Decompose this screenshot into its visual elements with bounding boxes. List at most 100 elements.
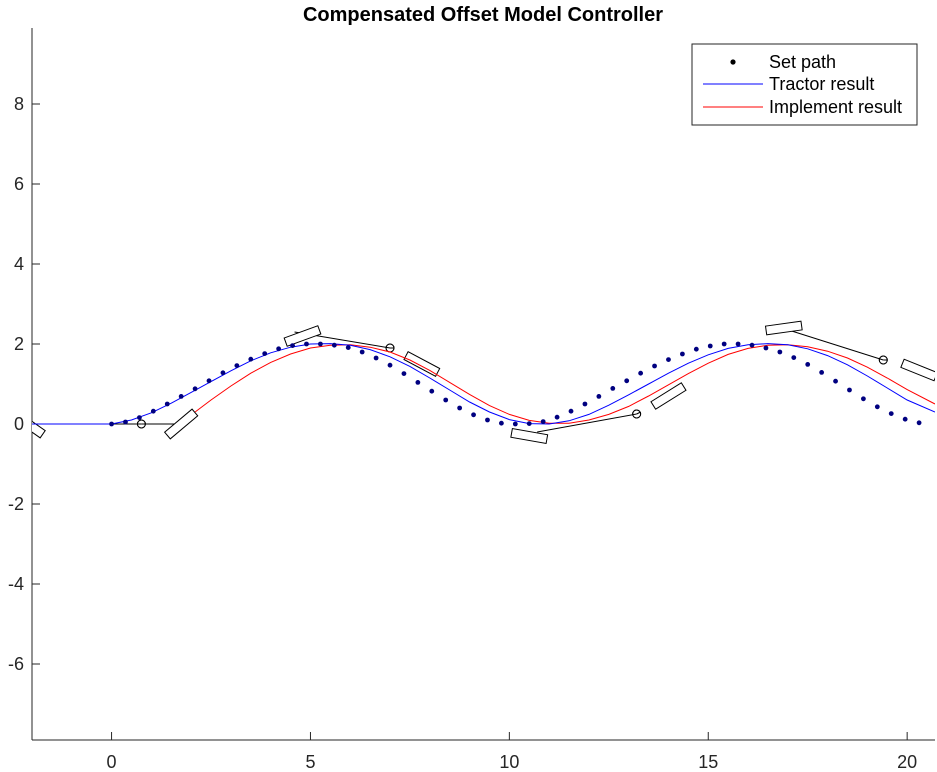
data-point-set-path (721, 341, 727, 347)
data-point-set-path (331, 342, 337, 348)
data-point-set-path (874, 404, 880, 410)
implement-body (764, 320, 803, 336)
x-tick-label: 20 (897, 752, 917, 772)
legend: Set path Tractor result Implement result (691, 43, 918, 126)
x-tick-label: 5 (305, 752, 315, 772)
data-point-set-path (248, 356, 254, 362)
series-line-implement-result (194, 344, 935, 424)
data-point-set-path (318, 341, 323, 347)
data-point-set-path (471, 412, 476, 418)
data-point-set-path (554, 414, 560, 420)
data-point-set-path (164, 401, 170, 407)
data-point-set-path (763, 345, 769, 351)
hitch-line (775, 325, 884, 361)
data-point-set-path (178, 394, 184, 399)
legend-label-set-path: Set path (769, 52, 836, 72)
data-point-set-path (276, 346, 282, 352)
data-point-set-path (610, 386, 616, 391)
data-point-set-path (304, 341, 309, 347)
data-point-set-path (652, 363, 657, 369)
series-line-tractor-result (32, 343, 935, 425)
data-point-set-path (693, 346, 699, 352)
hitch-line (537, 413, 637, 433)
data-point-set-path (109, 421, 114, 427)
data-point-set-path (679, 351, 685, 357)
y-tick-label: -4 (8, 574, 24, 594)
series-layer (32, 341, 935, 427)
data-point-set-path (262, 351, 268, 356)
legend-marker-set-path (730, 59, 736, 65)
y-ticks: -6 -4 -2 0 2 4 6 8 (8, 94, 40, 674)
data-point-set-path (234, 363, 240, 368)
data-point-set-path (735, 341, 741, 347)
data-point-set-path (860, 396, 866, 402)
data-point-set-path (137, 415, 142, 420)
data-point-set-path (749, 342, 755, 348)
y-tick-label: 8 (14, 94, 24, 114)
y-tick-label: 6 (14, 174, 24, 194)
y-tick-label: -6 (8, 654, 24, 674)
hitch-marker (632, 409, 642, 419)
data-point-set-path (707, 343, 713, 349)
y-tick-label: 4 (14, 254, 24, 274)
data-point-set-path (359, 349, 365, 355)
data-point-set-path (833, 378, 838, 384)
implement-body (32, 409, 46, 439)
data-point-set-path (150, 408, 156, 414)
data-point-set-path (902, 416, 908, 422)
legend-box (691, 43, 918, 126)
data-point-set-path (415, 380, 421, 385)
y-tick-label: 0 (14, 414, 24, 434)
data-point-set-path (429, 388, 435, 394)
data-point-set-path (666, 357, 671, 362)
implement-body (163, 408, 199, 440)
x-ticks: 0 5 10 15 20 (107, 732, 917, 772)
implement-body (510, 427, 549, 445)
legend-label-implement-result: Implement result (769, 97, 902, 117)
data-point-set-path (499, 420, 504, 426)
data-point-set-path (345, 345, 351, 350)
implement-body (900, 358, 935, 382)
data-point-set-path (596, 394, 602, 399)
data-point-set-path (916, 420, 922, 426)
vehicle-snapshots (32, 320, 935, 445)
data-point-set-path (847, 387, 852, 393)
y-tick-label: -2 (8, 494, 24, 514)
implement-body (403, 351, 441, 377)
data-point-set-path (373, 355, 379, 361)
implement-body (650, 382, 687, 410)
x-tick-label: 0 (107, 752, 117, 772)
chart-title: Compensated Offset Model Controller (303, 4, 663, 26)
data-point-set-path (290, 343, 295, 348)
data-point-set-path (512, 421, 518, 427)
y-tick-label: 2 (14, 334, 24, 354)
data-point-set-path (443, 397, 449, 403)
data-point-set-path (582, 401, 588, 407)
data-point-set-path (387, 362, 393, 368)
data-point-set-path (457, 405, 463, 411)
implement-body (283, 325, 322, 347)
data-point-set-path (401, 371, 407, 376)
data-point-set-path (206, 378, 212, 384)
data-point-set-path (485, 417, 490, 423)
data-point-set-path (791, 355, 797, 360)
hitch-marker (136, 419, 146, 429)
data-point-set-path (624, 378, 630, 384)
data-point-set-path (192, 386, 198, 392)
legend-label-tractor-result: Tractor result (769, 74, 874, 94)
hitch-marker (878, 355, 888, 365)
x-tick-label: 10 (499, 752, 519, 772)
data-point-set-path (540, 419, 546, 424)
data-point-set-path (819, 370, 825, 375)
data-point-set-path (526, 421, 532, 426)
data-point-set-path (888, 411, 894, 416)
x-tick-label: 15 (698, 752, 718, 772)
axes (31, 28, 935, 741)
data-point-set-path (805, 362, 811, 367)
data-point-set-path (568, 408, 574, 414)
data-point-set-path (638, 370, 644, 376)
data-point-set-path (777, 349, 783, 355)
data-point-set-path (123, 419, 128, 425)
data-point-set-path (220, 370, 226, 376)
